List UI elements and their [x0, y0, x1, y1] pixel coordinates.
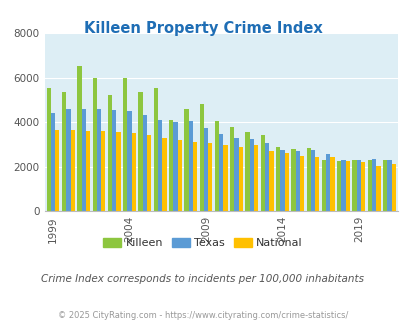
- Bar: [249, 139, 254, 211]
- Bar: [310, 150, 314, 211]
- Bar: [203, 128, 208, 211]
- Bar: [306, 148, 310, 211]
- Bar: [66, 109, 70, 211]
- Bar: [260, 135, 264, 211]
- Bar: [245, 132, 249, 211]
- Bar: [386, 160, 391, 211]
- Legend: Killeen, Texas, National: Killeen, Texas, National: [99, 233, 306, 252]
- Bar: [108, 95, 112, 211]
- Bar: [147, 135, 151, 211]
- Bar: [356, 160, 360, 211]
- Bar: [184, 109, 188, 211]
- Bar: [188, 121, 192, 211]
- Bar: [116, 132, 120, 211]
- Bar: [153, 87, 158, 211]
- Bar: [199, 104, 203, 211]
- Bar: [352, 160, 356, 211]
- Bar: [279, 150, 284, 211]
- Text: Crime Index corresponds to incidents per 100,000 inhabitants: Crime Index corresponds to incidents per…: [41, 274, 364, 284]
- Bar: [367, 160, 371, 211]
- Bar: [112, 110, 116, 211]
- Text: Killeen Property Crime Index: Killeen Property Crime Index: [83, 21, 322, 36]
- Bar: [51, 113, 55, 211]
- Bar: [70, 130, 75, 211]
- Bar: [214, 121, 219, 211]
- Bar: [127, 111, 131, 211]
- Bar: [192, 142, 196, 211]
- Bar: [330, 157, 334, 211]
- Bar: [55, 130, 60, 211]
- Bar: [168, 120, 173, 211]
- Bar: [299, 155, 303, 211]
- Bar: [264, 143, 269, 211]
- Bar: [223, 146, 227, 211]
- Bar: [85, 131, 90, 211]
- Bar: [131, 133, 136, 211]
- Bar: [269, 151, 273, 211]
- Bar: [219, 134, 223, 211]
- Bar: [142, 115, 147, 211]
- Bar: [101, 131, 105, 211]
- Bar: [123, 78, 127, 211]
- Bar: [371, 159, 375, 211]
- Bar: [360, 162, 364, 211]
- Bar: [173, 122, 177, 211]
- Bar: [295, 151, 299, 211]
- Bar: [321, 160, 325, 211]
- Bar: [314, 157, 319, 211]
- Bar: [391, 164, 395, 211]
- Bar: [341, 160, 345, 211]
- Bar: [345, 161, 349, 211]
- Bar: [275, 147, 279, 211]
- Bar: [254, 146, 258, 211]
- Bar: [96, 109, 101, 211]
- Bar: [177, 140, 181, 211]
- Bar: [382, 160, 386, 211]
- Bar: [47, 87, 51, 211]
- Bar: [158, 120, 162, 211]
- Bar: [375, 166, 379, 211]
- Bar: [290, 149, 295, 211]
- Bar: [208, 143, 212, 211]
- Bar: [238, 147, 242, 211]
- Bar: [230, 127, 234, 211]
- Bar: [62, 92, 66, 211]
- Bar: [234, 138, 238, 211]
- Bar: [325, 154, 330, 211]
- Text: © 2025 CityRating.com - https://www.cityrating.com/crime-statistics/: © 2025 CityRating.com - https://www.city…: [58, 311, 347, 320]
- Bar: [77, 66, 81, 211]
- Bar: [284, 153, 288, 211]
- Bar: [138, 92, 142, 211]
- Bar: [336, 161, 341, 211]
- Bar: [162, 138, 166, 211]
- Bar: [92, 78, 96, 211]
- Bar: [81, 109, 85, 211]
